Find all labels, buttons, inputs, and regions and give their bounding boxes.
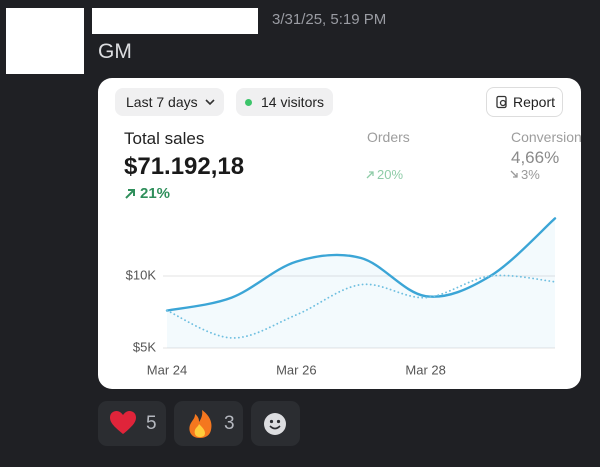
username[interactable]: [92, 8, 258, 34]
metric-change: 3%: [521, 167, 540, 182]
embed-card: Last 7 days 14 visitors Report Total sal…: [98, 78, 581, 389]
area: [167, 218, 555, 348]
x-tick-label: Mar 28: [405, 362, 445, 377]
timestamp: 3/31/25, 5:19 PM: [272, 11, 387, 28]
down-arrow: [510, 170, 518, 178]
x-tick-label: Mar 26: [276, 362, 316, 377]
reaction-count: 5: [146, 413, 157, 434]
chevron: [205, 99, 215, 106]
range-button[interactable]: Last 7 days: [115, 88, 224, 116]
visitors-label: 14 visitors: [261, 94, 325, 110]
metric-change: 20%: [377, 167, 404, 182]
smiley-icon: [264, 413, 286, 435]
line: [166, 274, 556, 339]
reaction[interactable]: 5: [98, 401, 166, 446]
up-arrow: [125, 189, 135, 199]
up-arrow: [366, 171, 374, 179]
report-icon: [496, 95, 507, 109]
metric-label: Orders: [367, 129, 410, 145]
message-text: GM: [98, 40, 132, 63]
avatar[interactable]: [6, 8, 84, 74]
y-tick-label: $10K: [126, 267, 157, 282]
metric-value: $71.192,18: [124, 153, 245, 180]
metric-label: Total sales: [124, 129, 205, 148]
add-reaction-button[interactable]: [251, 401, 300, 446]
metric-change: 21%: [140, 185, 171, 202]
line: [165, 217, 557, 312]
metric-value: 4,66%: [511, 148, 560, 167]
report-button[interactable]: Report: [486, 87, 563, 117]
y-tick-label: $5K: [133, 339, 156, 354]
fire-icon: [189, 410, 212, 438]
metric-label: Conversion: [511, 129, 581, 145]
reaction[interactable]: 3: [174, 401, 243, 446]
heart-icon: [110, 411, 136, 434]
visitors-pill: 14 visitors: [236, 88, 333, 116]
report-label: Report: [513, 94, 556, 110]
live-dot: [245, 98, 252, 106]
x-tick-label: Mar 24: [147, 362, 187, 377]
range-label: Last 7 days: [126, 94, 198, 110]
reaction-count: 3: [224, 413, 235, 434]
